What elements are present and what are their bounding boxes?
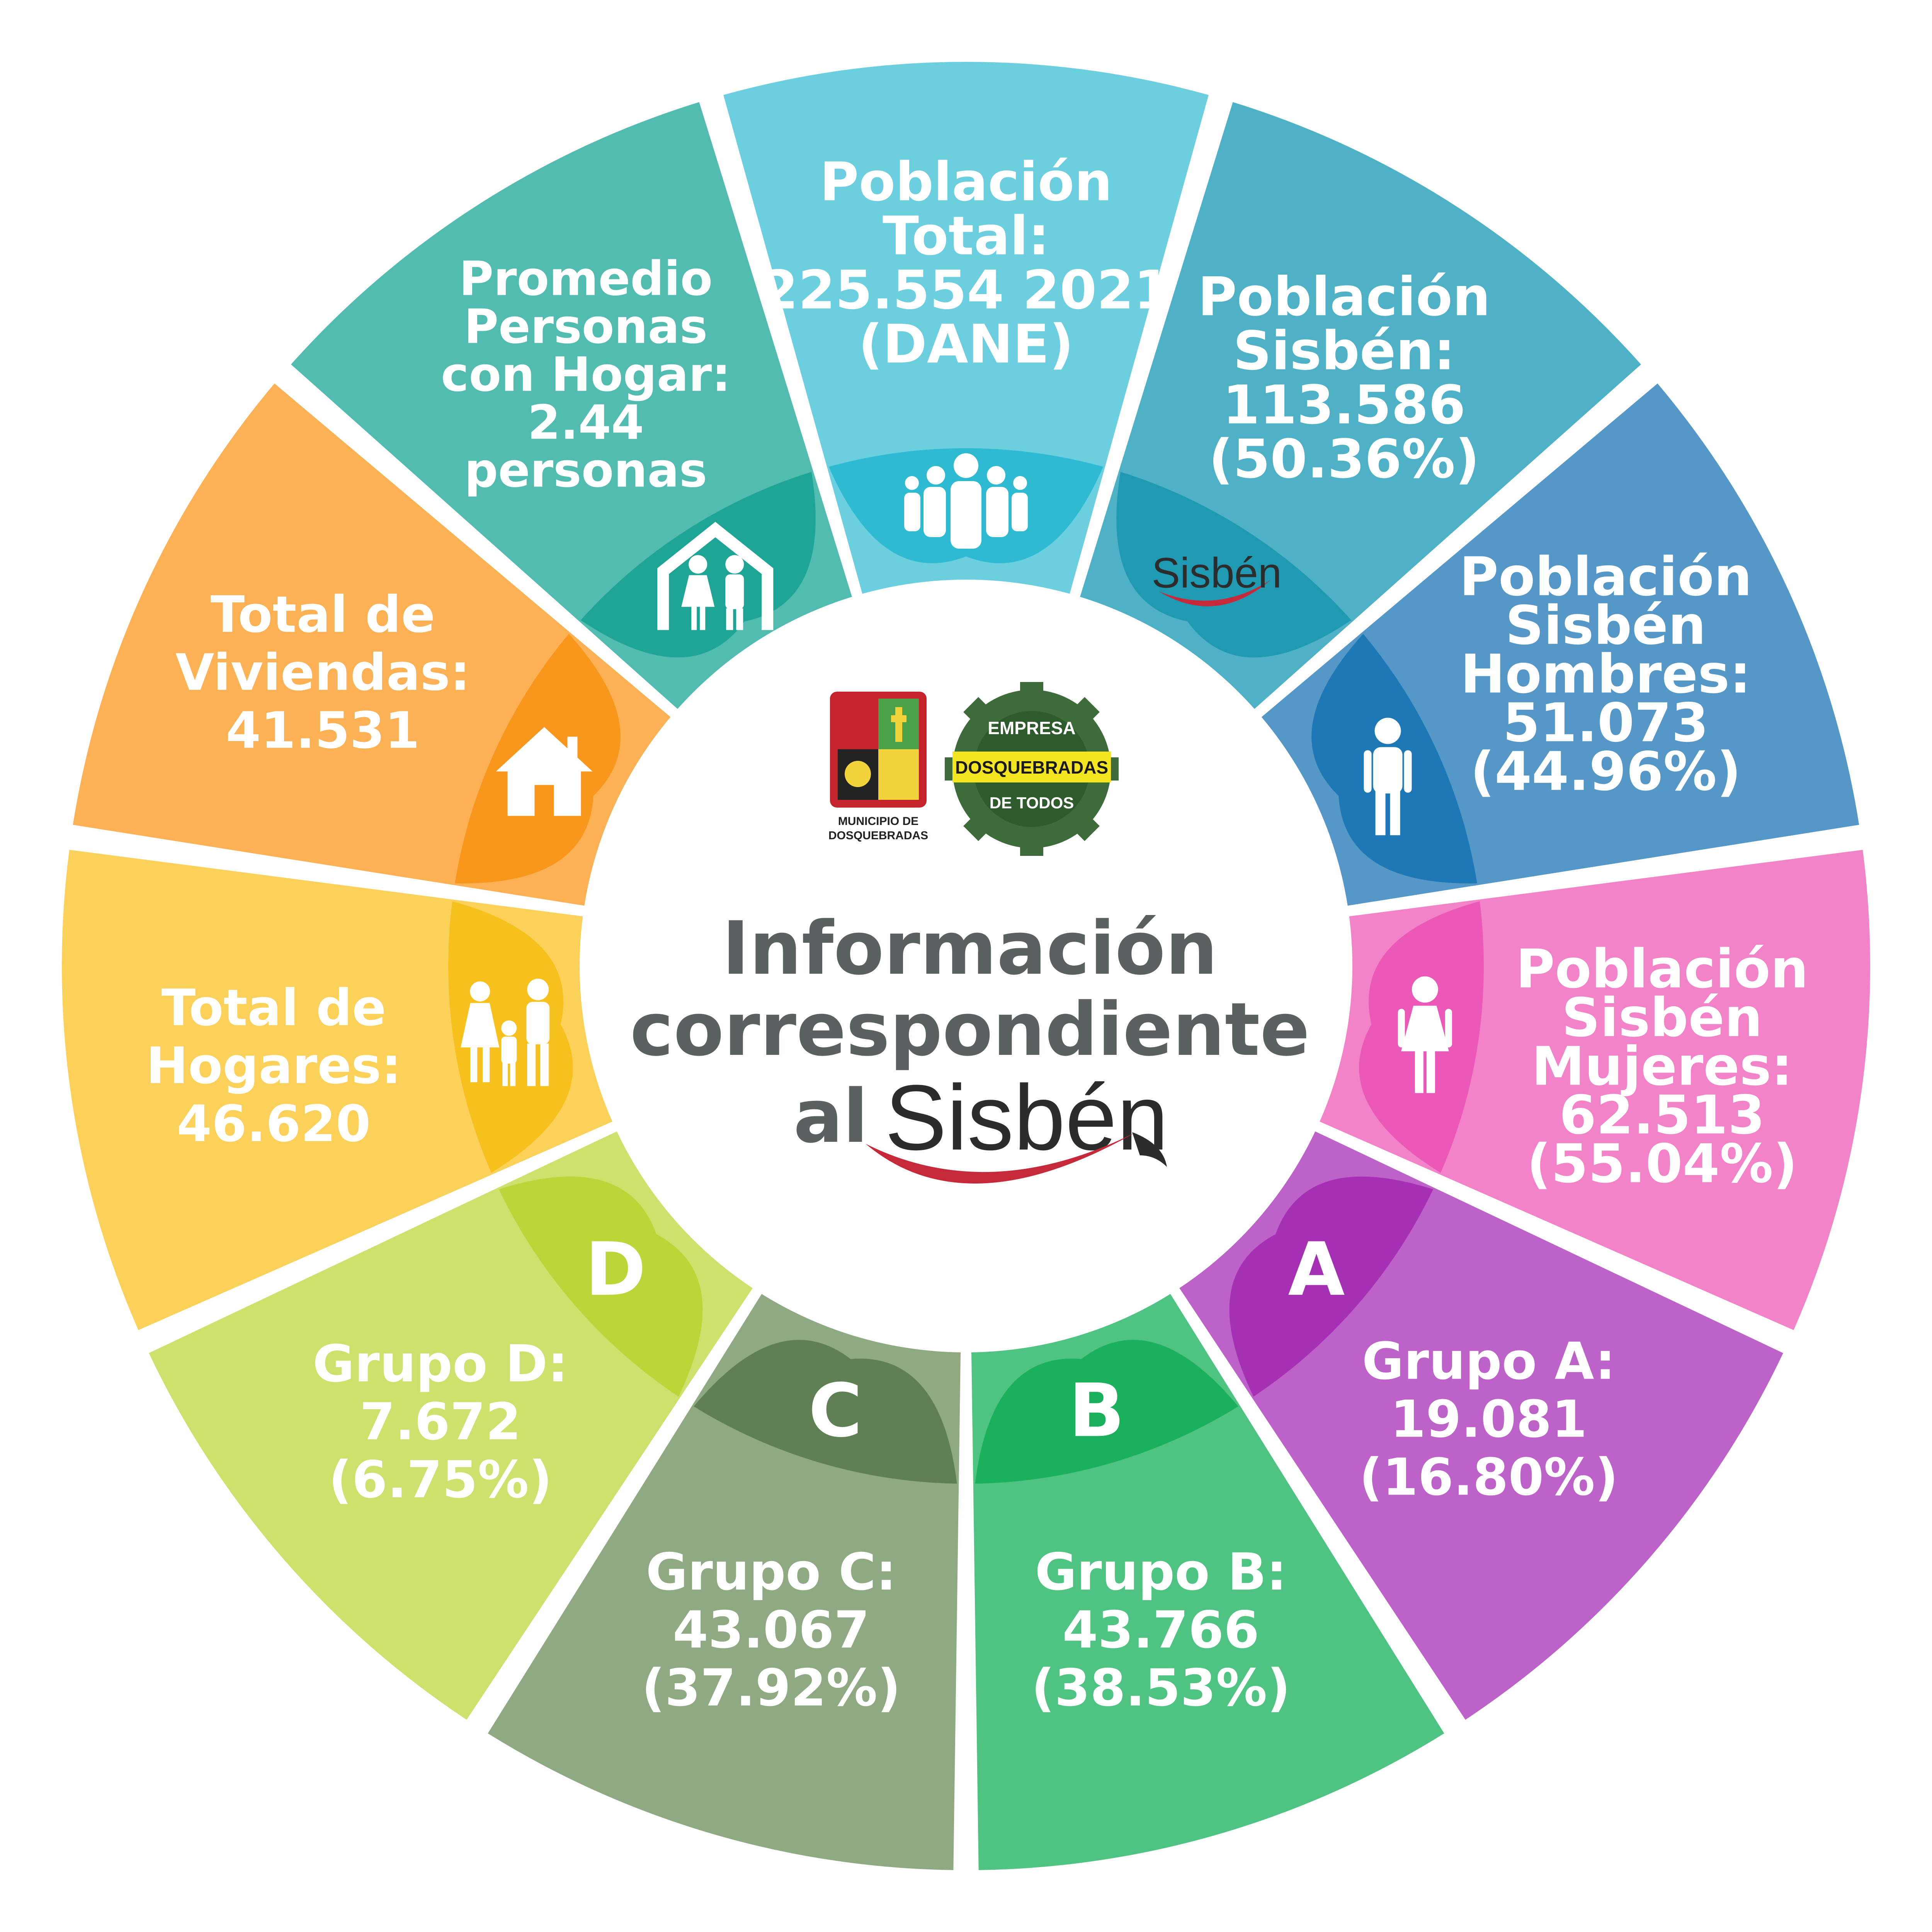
- family-icon: [461, 978, 550, 1086]
- segment-text-sisben-mujeres-2: Mujeres:: [1532, 1035, 1793, 1097]
- segment-text-poblacion-total-3: (DANE): [858, 313, 1073, 375]
- segment-text-poblacion-total-2: 225.554 2021: [761, 259, 1171, 321]
- segment-text-grupo-d-2: (6.75%): [328, 1450, 552, 1510]
- segment-wedge-poblacion-total: [723, 61, 1209, 594]
- segment-tab-grupo-b: [975, 1340, 1238, 1484]
- center-title-brand: Sisbén: [885, 1066, 1168, 1169]
- segment-text-sisben-mujeres-0: Población: [1516, 938, 1808, 1000]
- sisben-logo-icon: [1158, 580, 1271, 607]
- segment-text-total-viviendas-0: Total de: [211, 585, 435, 644]
- group-letter-b: B: [1069, 1368, 1125, 1453]
- segment-text-poblacion-sisben-1: Sisbén:: [1233, 320, 1455, 382]
- people-group-icon: [904, 453, 1028, 549]
- empresa-logo-band: DOSQUEBRADAS: [955, 757, 1108, 777]
- segment-text-total-viviendas-2: 41.531: [226, 701, 420, 760]
- empresa-dosquebradas-logo: EMPRESA DOSQUEBRADAS DE TODOS: [945, 682, 1119, 856]
- segment-text-total-hogares-0: Total de: [162, 978, 386, 1037]
- segment-text-total-hogares-2: 46.620: [177, 1094, 371, 1153]
- man-icon: [1364, 718, 1412, 835]
- segment-text-grupo-b-1: 43.766: [1063, 1600, 1259, 1660]
- segment-text-poblacion-sisben-0: Población: [1198, 266, 1490, 328]
- sisben-badge-text: Sisbén: [1152, 549, 1282, 597]
- segment-text-poblacion-total-1: Total:: [883, 205, 1049, 267]
- segment-tab-poblacion-sisben: [1116, 472, 1352, 658]
- segment-text-grupo-d-0: Grupo D:: [313, 1334, 568, 1394]
- segment-text-sisben-hombres-4: (44.96%): [1470, 740, 1741, 803]
- segment-text-promedio-personas-4: personas: [464, 443, 707, 498]
- segment-text-total-hogares-1: Hogares:: [146, 1036, 401, 1095]
- segment-text-sisben-mujeres-1: Sisbén: [1562, 986, 1762, 1049]
- segment-text-poblacion-total-0: Población: [820, 151, 1112, 213]
- segment-text-sisben-hombres-2: Hombres:: [1461, 643, 1751, 705]
- sisben-swoosh-tail-icon: [1132, 1132, 1167, 1167]
- segment-text-grupo-a-0: Grupo A:: [1362, 1332, 1616, 1391]
- segment-text-sisben-hombres-1: Sisbén: [1505, 594, 1706, 656]
- segment-text-promedio-personas-2: con Hogar:: [441, 347, 731, 402]
- segment-text-grupo-c-0: Grupo C:: [646, 1543, 896, 1602]
- segment-text-sisben-hombres-0: Población: [1459, 546, 1752, 608]
- municipio-logo-line2: DOSQUEBRADAS: [828, 829, 928, 842]
- empresa-logo-top: EMPRESA: [988, 718, 1075, 738]
- segment-text-sisben-mujeres-4: (55.04%): [1527, 1133, 1798, 1195]
- group-letter-c: C: [808, 1368, 862, 1453]
- segment-grupo-a: A Grupo A:19.081(16.80%): [1179, 1131, 1783, 1720]
- segment-text-poblacion-sisben-2: 113.586: [1223, 374, 1466, 436]
- group-letter-a: A: [1288, 1227, 1345, 1312]
- segment-text-promedio-personas-1: Personas: [464, 299, 708, 354]
- house-icon: [496, 727, 593, 816]
- group-letter-d: D: [585, 1227, 646, 1312]
- center-title-line1: Información: [722, 906, 1218, 991]
- segment-text-grupo-a-2: (16.80%): [1359, 1447, 1618, 1507]
- segment-text-grupo-c-1: 43.067: [673, 1600, 869, 1660]
- segment-text-poblacion-sisben-3: (50.36%): [1209, 428, 1480, 490]
- center-title-al: al: [793, 1074, 868, 1159]
- segment-text-grupo-c-2: (37.92%): [641, 1658, 900, 1718]
- empresa-logo-bottom: DE TODOS: [990, 794, 1074, 812]
- municipio-dosquebradas-logo: MUNICIPIO DE DOSQUEBRADAS: [828, 692, 928, 842]
- woman-icon: [1398, 976, 1452, 1093]
- segment-text-sisben-hombres-3: 51.073: [1503, 692, 1709, 754]
- segment-text-grupo-a-1: 19.081: [1390, 1389, 1587, 1449]
- segment-text-grupo-b-0: Grupo B:: [1035, 1543, 1287, 1602]
- segment-tab-grupo-c: [694, 1340, 957, 1484]
- segment-grupo-b: B Grupo B:43.766(38.53%): [971, 1294, 1444, 1870]
- segment-text-grupo-b-2: (38.53%): [1031, 1658, 1290, 1718]
- segment-tab-grupo-d: [498, 1176, 703, 1397]
- segment-grupo-d: D Grupo D:7.672(6.75%): [149, 1131, 753, 1720]
- segment-grupo-c: C Grupo C:43.067(37.92%): [488, 1294, 961, 1870]
- segment-text-promedio-personas-3: 2.44: [528, 395, 644, 450]
- segment-text-grupo-d-1: 7.672: [360, 1392, 521, 1452]
- sisben-swoosh-icon: [866, 1132, 1136, 1184]
- home-family-icon: [657, 522, 774, 630]
- segment-tab-grupo-a: [1229, 1176, 1434, 1397]
- municipio-logo-line1: MUNICIPIO DE: [838, 815, 918, 828]
- center-title-line2: correspondiente: [630, 987, 1310, 1072]
- segment-text-promedio-personas-0: Promedio: [459, 252, 713, 306]
- segment-text-sisben-mujeres-3: 62.513: [1559, 1084, 1765, 1146]
- segment-text-total-viviendas-1: Viviendas:: [175, 643, 470, 702]
